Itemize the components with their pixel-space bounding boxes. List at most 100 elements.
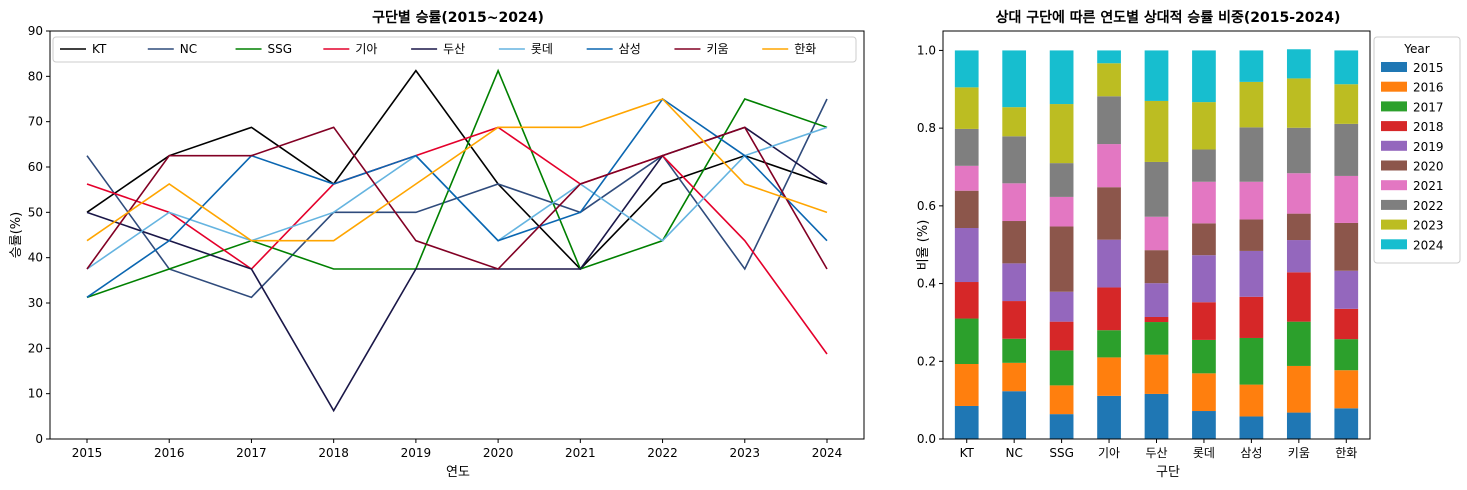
- x-tick-label: 2019: [401, 446, 432, 460]
- stacked-bar-segment: [1097, 395, 1121, 439]
- stacked-bar-segment: [954, 128, 979, 166]
- stacked-bar-segment: [1239, 416, 1264, 439]
- y-tick-label: 80: [28, 69, 43, 83]
- x-tick-label: 2016: [154, 446, 185, 460]
- stacked-bar-segment: [1144, 322, 1169, 355]
- legend-label: KT: [92, 42, 107, 56]
- stacked-bar-segment: [1334, 50, 1359, 85]
- stacked-bar-segment: [954, 190, 979, 229]
- x-tick-label: 한화: [1335, 446, 1357, 460]
- legend-swatch: [1381, 199, 1407, 210]
- stacked-bar-segment: [1286, 173, 1311, 214]
- y-tick-label: 0.4: [917, 277, 936, 291]
- stacked-bar-segment: [1144, 100, 1169, 162]
- series-line: [86, 97, 828, 298]
- x-tick-label: 두산: [1145, 446, 1167, 460]
- stacked-bar-segment: [1286, 321, 1311, 366]
- y-tick-label: 0.0: [917, 432, 936, 446]
- stacked-bar-segment: [1334, 175, 1359, 223]
- stacked-bar-segment: [1192, 339, 1216, 374]
- stacked-bar-segment: [1097, 330, 1121, 358]
- stacked-bar-segment: [1144, 161, 1169, 217]
- x-tick-label: 2017: [236, 446, 267, 460]
- x-tick-label: 2021: [565, 446, 596, 460]
- y-tick-label: 40: [28, 251, 43, 265]
- stacked-bar-segment: [1097, 63, 1121, 97]
- legend-swatch: [1381, 219, 1407, 230]
- y-tick-label: 60: [28, 160, 43, 174]
- x-tick-label: 롯데: [1193, 446, 1215, 460]
- stacked-bar-segment: [1002, 136, 1027, 184]
- y-tick-label: 1.0: [917, 43, 936, 57]
- stacked-bar-segment: [954, 364, 979, 406]
- stacked-bar-segment: [1239, 181, 1264, 220]
- stacked-bar-segment: [1334, 270, 1359, 309]
- legend-label: 기아: [355, 42, 377, 56]
- legend-label: 2022: [1413, 199, 1444, 213]
- x-tick-label: 2024: [812, 446, 843, 460]
- bar-chart-title: 상대 구단에 따른 연도별 상대적 승률 비중(2015-2024): [996, 9, 1341, 26]
- stacked-bar-segment: [1239, 250, 1264, 297]
- stacked-bar-segment: [954, 165, 979, 191]
- x-tick-label: SSG: [1049, 446, 1074, 460]
- line-chart-legend: KT NC SSG 기아 두산 롯데 삼성 키움 한화: [52, 36, 857, 63]
- stacked-bar-segment: [1049, 321, 1074, 351]
- stacked-bar-segment: [1144, 250, 1169, 284]
- stacked-bar-segment: [1286, 127, 1311, 174]
- x-tick-label: KT: [960, 446, 975, 460]
- stacked-bar-segment: [1286, 213, 1311, 241]
- stacked-bar-segment: [1097, 287, 1121, 331]
- stacked-bar-segment: [1002, 50, 1027, 108]
- y-tick-label: 70: [28, 115, 43, 129]
- stacked-bar-segment: [1097, 187, 1121, 240]
- legend-label: 2017: [1413, 100, 1444, 114]
- y-tick-label: 30: [28, 296, 43, 310]
- stacked-bar-segment: [1192, 102, 1216, 150]
- stacked-share-bar-chart: 상대 구단에 따른 연도별 상대적 승률 비중(2015-2024) 구단 비율…: [916, 9, 1461, 480]
- stacked-bar-segment: [1192, 373, 1216, 412]
- stacked-bar-segment: [1334, 84, 1359, 124]
- bar-chart-xlabel: 구단: [1156, 465, 1180, 480]
- legend-label: SSG: [268, 42, 293, 56]
- legend-swatch: [1381, 62, 1407, 72]
- win-rate-line-chart: 구단별 승률(2015~2024) 연도 승률(%) 0 10 20 30 40 50 60…: [9, 9, 865, 480]
- stacked-bar-segment: [1144, 283, 1169, 317]
- stacked-bar-segment: [1192, 149, 1216, 182]
- stacked-bar-segment: [1049, 196, 1074, 227]
- stacked-bar-segment: [1286, 49, 1311, 79]
- plot-frame: [942, 30, 1371, 440]
- stacked-bar-segment: [954, 318, 979, 365]
- x-tick-label: 2020: [483, 446, 514, 460]
- stacked-bar-segment: [1144, 393, 1169, 439]
- x-tick-label: 2023: [730, 446, 761, 460]
- legend-label: 2019: [1413, 140, 1444, 154]
- bar-chart-ylabel: 비율 (%): [916, 220, 931, 271]
- line-chart-title: 구단별 승률(2015~2024): [372, 9, 544, 26]
- stacked-bar-segment: [1192, 302, 1216, 340]
- x-tick-label: 기아: [1098, 446, 1120, 460]
- legend-label: 2020: [1413, 160, 1444, 174]
- y-tick-label: 0: [35, 432, 43, 446]
- stacked-bar-segment: [1334, 339, 1359, 371]
- legend-label: 2015: [1413, 61, 1444, 75]
- stacked-bar-segment: [1192, 255, 1216, 303]
- legend-swatch: [1381, 121, 1407, 132]
- stacked-bar-segment: [1334, 308, 1359, 340]
- legend-swatch: [1381, 81, 1407, 92]
- stacked-bar-segment: [1192, 411, 1216, 439]
- legend-label: 키움: [706, 42, 728, 56]
- legend-label: 두산: [443, 42, 465, 56]
- legend-label: 2023: [1413, 219, 1444, 233]
- y-tick-label: 0.6: [917, 199, 936, 213]
- stacked-bar-segment: [1097, 239, 1121, 288]
- stacked-bar-segment: [1002, 391, 1027, 439]
- stacked-bar-segment: [1002, 107, 1027, 137]
- y-tick-label: 0.2: [917, 354, 936, 368]
- stacked-bar-segment: [1286, 412, 1311, 439]
- line-chart-ylabel: 승률(%): [9, 212, 24, 258]
- stacked-bar-segment: [1239, 337, 1264, 385]
- stacked-bar-segment: [1049, 385, 1074, 415]
- stacked-bar-segment: [1049, 163, 1074, 197]
- x-tick-label: 2018: [318, 446, 349, 460]
- line-chart-frame: [49, 30, 865, 440]
